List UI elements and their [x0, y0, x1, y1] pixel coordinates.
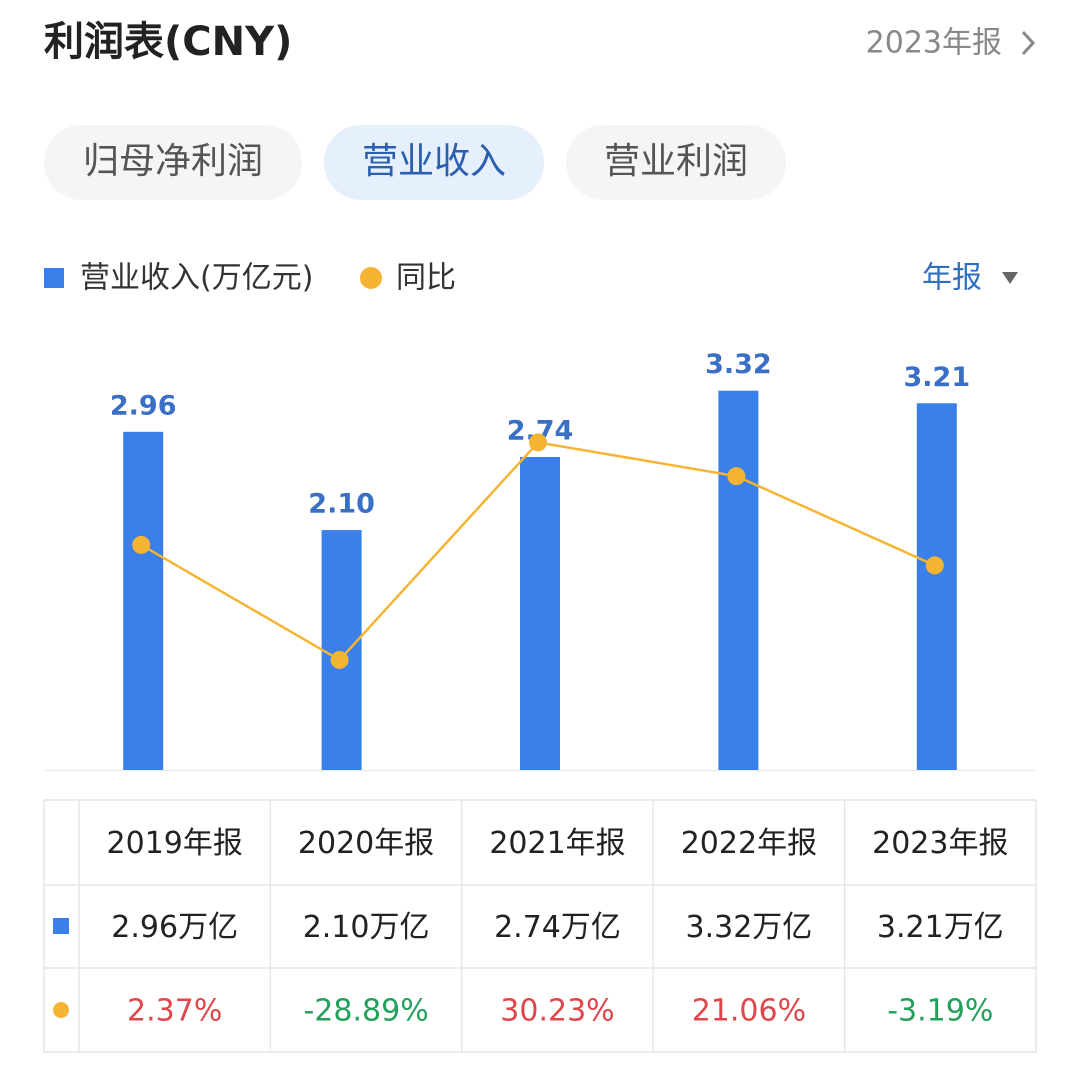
bar — [321, 530, 362, 770]
title: 利润表(CNY) — [44, 19, 292, 65]
table-cell: -28.89% — [303, 994, 428, 1029]
bar — [520, 456, 560, 770]
yoy-point — [727, 467, 746, 486]
table-header: 2019年报 — [107, 826, 243, 861]
tabs: 归母净利润 营业收入 营业利润 — [44, 125, 786, 200]
bar — [916, 403, 957, 770]
bar — [123, 431, 164, 770]
bar-value-label: 3.32 — [705, 349, 772, 380]
chevron — [1021, 30, 1036, 56]
table-cell: 21.06% — [692, 994, 806, 1029]
yoy-point — [132, 535, 151, 554]
bar — [718, 390, 759, 770]
table-header: 2020年报 — [298, 826, 434, 861]
yoy-point — [925, 556, 944, 575]
tab-label: 归母净利润 — [83, 141, 263, 182]
table-cell: 3.21万亿 — [877, 910, 1004, 945]
bar-value-label: 2.96 — [110, 390, 177, 421]
legend-swatch — [360, 267, 382, 289]
table-cell: 2.96万亿 — [111, 910, 238, 945]
tab-label: 营业收入 — [362, 141, 506, 182]
legend-label: 同比 — [396, 261, 456, 296]
table-header: 2021年报 — [489, 826, 625, 861]
table-header: 2023年报 — [872, 826, 1008, 861]
dropdown-arrow — [1002, 272, 1018, 284]
table-border — [43, 799, 1037, 1053]
table-header: 2022年报 — [681, 826, 817, 861]
table-cell: 30.23% — [500, 994, 614, 1029]
table-cell: 2.37% — [127, 994, 222, 1029]
table: 2019年报 2020年报 2021年报 2022年报 2023年报 2.96万亿 2.10… — [43, 799, 1037, 1053]
chart: 2.962.102.743.32 3.21 — [110, 349, 970, 770]
row-icon — [53, 1002, 69, 1018]
tab[interactable] — [566, 125, 786, 200]
bar-value-label: 2.10 — [308, 489, 375, 520]
table-cell: 3.32万亿 — [686, 910, 813, 945]
table-cell: 2.74万亿 — [494, 910, 621, 945]
tab[interactable] — [324, 125, 544, 200]
tab-label: 营业利润 — [604, 141, 748, 182]
yoy-point — [529, 433, 547, 452]
yoy-point — [330, 650, 349, 669]
bar-value-label: 3.21 — [903, 362, 970, 393]
row-icon — [53, 918, 69, 934]
tab[interactable] — [44, 125, 302, 200]
table-cell: -3.19% — [887, 994, 993, 1029]
period-selector[interactable]: 年报 — [922, 261, 982, 296]
table-cell: 2.10万亿 — [303, 910, 430, 945]
legend-label: 营业收入(万亿元) — [80, 261, 313, 296]
report-link[interactable]: 2023年报 — [866, 26, 1002, 61]
legend-swatch — [44, 268, 64, 288]
